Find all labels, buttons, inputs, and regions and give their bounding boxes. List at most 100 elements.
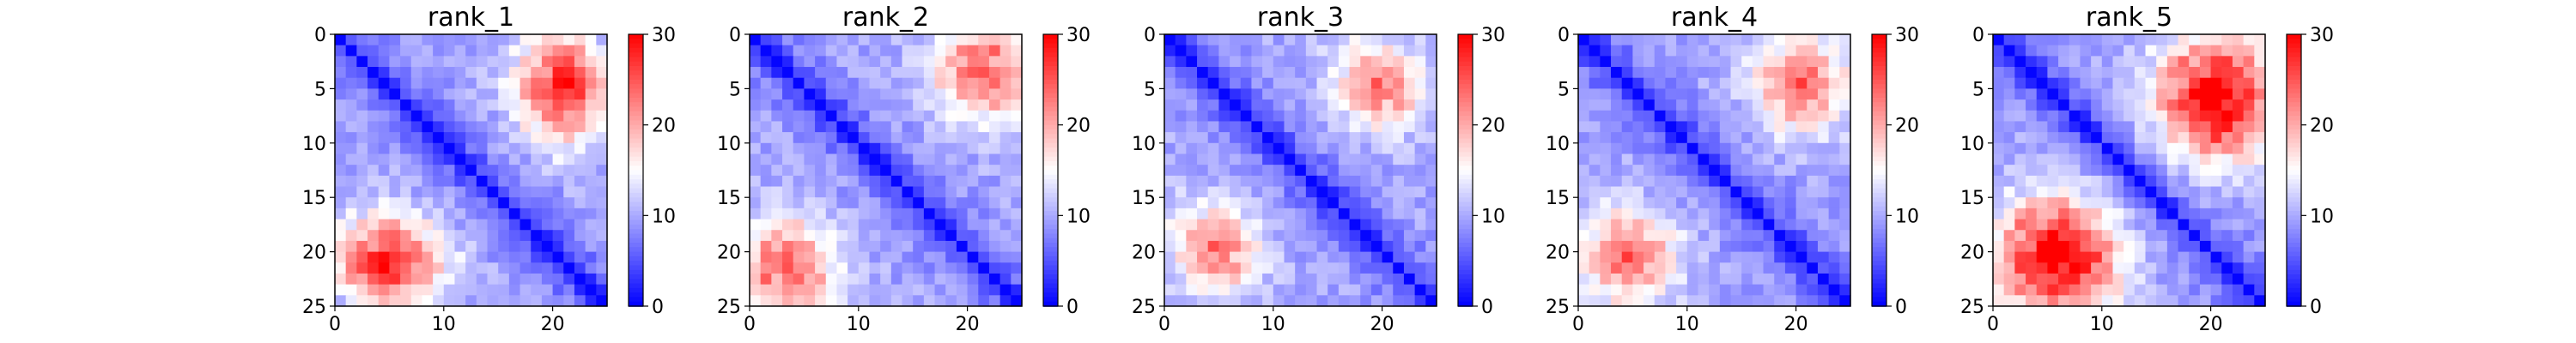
heatmap-cell <box>825 121 838 133</box>
heatmap-cell <box>869 175 881 188</box>
heatmap-cell <box>1197 88 1209 100</box>
heatmap-cell <box>2156 56 2168 68</box>
heatmap-cell <box>508 132 521 144</box>
heatmap-cell <box>487 77 499 89</box>
heatmap-cell <box>541 251 554 263</box>
heatmap-cell <box>2178 88 2190 100</box>
heatmap-cell <box>750 34 762 46</box>
colorbar-segment <box>629 111 643 117</box>
heatmap-cell <box>1611 295 1623 307</box>
heatmap-cell <box>389 99 401 111</box>
heatmap-cell <box>1305 99 1318 111</box>
heatmap-cell <box>552 56 564 68</box>
heatmap-cell <box>1686 45 1699 57</box>
heatmap-cell <box>2047 142 2059 155</box>
heatmap-cell <box>389 121 401 133</box>
heatmap-cell <box>443 197 456 209</box>
heatmap-cell <box>1360 132 1372 144</box>
heatmap-cell <box>1011 77 1023 89</box>
heatmap-cell <box>2003 284 2015 296</box>
heatmap-cell <box>988 219 1001 231</box>
heatmap-cell <box>2091 219 2103 231</box>
colorbar-segment <box>1872 179 1886 185</box>
heatmap-cell <box>1763 132 1775 144</box>
colorbar-segment <box>629 238 643 244</box>
heatmap-cell <box>880 132 892 144</box>
heatmap-cell <box>1370 77 1383 89</box>
heatmap-cell <box>2156 219 2168 231</box>
heatmap-cell <box>2101 251 2114 263</box>
colorbar-tick-label: 10 <box>1066 206 1091 227</box>
heatmap-cell <box>1186 219 1198 231</box>
heatmap-cell <box>2210 110 2222 123</box>
heatmap-cell <box>1741 230 1753 242</box>
colorbar-segment <box>629 152 643 158</box>
heatmap-cell <box>934 56 946 68</box>
heatmap-cell <box>422 175 434 188</box>
heatmap-cell <box>378 197 390 209</box>
heatmap-cell <box>1273 142 1285 155</box>
heatmap-cell <box>1632 142 1644 155</box>
heatmap-cell <box>1763 110 1775 123</box>
colorbar-segment <box>2287 287 2301 293</box>
heatmap-cell <box>1218 175 1230 188</box>
heatmap-cell <box>1817 77 1830 89</box>
heatmap-cell <box>1207 67 1219 79</box>
heatmap-cell <box>1578 121 1590 133</box>
heatmap-cell <box>2210 121 2222 133</box>
heatmap-cell <box>345 295 357 307</box>
heatmap-cell <box>1164 34 1176 46</box>
heatmap-cell <box>2080 67 2092 79</box>
heatmap-cell <box>1316 45 1328 57</box>
heatmap-cell <box>2232 153 2245 165</box>
heatmap-cell <box>1654 284 1667 296</box>
heatmap-cell <box>1230 230 1242 242</box>
heatmap-cell <box>1654 295 1667 307</box>
heatmap-cell <box>2221 56 2233 68</box>
heatmap-cell <box>1382 45 1394 57</box>
heatmap-cell <box>1327 56 1340 68</box>
heatmap-cell <box>999 262 1012 274</box>
heatmap-cell <box>2026 142 2038 155</box>
heatmap-cell <box>1305 45 1318 57</box>
colorbar-segment <box>2287 43 2301 49</box>
colorbar-segment <box>1458 79 1473 85</box>
heatmap-cell <box>2026 165 2038 177</box>
heatmap-cell <box>1611 175 1623 188</box>
heatmap-cell <box>815 262 827 274</box>
colorbar-segment <box>1458 34 1473 40</box>
heatmap-cell <box>890 295 903 307</box>
heatmap-cell <box>585 88 597 100</box>
heatmap-cell <box>1774 262 1786 274</box>
heatmap-cell <box>1327 219 1340 231</box>
heatmap-cell <box>1273 132 1285 144</box>
heatmap-cell <box>1251 197 1263 209</box>
heatmap-cell <box>2178 34 2190 46</box>
heatmap-cell <box>1393 153 1405 165</box>
heatmap-cell <box>945 142 957 155</box>
heatmap-cell <box>1349 34 1361 46</box>
heatmap-cell <box>1273 262 1285 274</box>
heatmap-cell <box>2047 88 2059 100</box>
heatmap-cell <box>2134 67 2147 79</box>
heatmap-cell <box>1578 240 1590 253</box>
heatmap-cell <box>782 110 794 123</box>
heatmap-cell <box>596 230 608 242</box>
heatmap-cell <box>1414 121 1426 133</box>
colorbar-segment <box>1458 88 1473 94</box>
heatmap-cell <box>1784 295 1797 307</box>
colorbar-segment <box>2287 152 2301 158</box>
heatmap-cell <box>356 284 368 296</box>
heatmap-cell <box>1784 99 1797 111</box>
heatmap-cell <box>1828 88 1840 100</box>
heatmap-cell <box>596 273 608 286</box>
heatmap-cell <box>750 45 762 57</box>
heatmap-cell <box>2123 153 2136 165</box>
colorbar-segment <box>629 156 643 162</box>
heatmap-cell <box>2058 110 2070 123</box>
colorbar-tick-label: 0 <box>1895 297 1907 318</box>
heatmap-cell <box>1654 219 1667 231</box>
heatmap-cell <box>508 110 521 123</box>
heatmap-cell <box>1752 132 1765 144</box>
heatmap-cell <box>913 230 925 242</box>
